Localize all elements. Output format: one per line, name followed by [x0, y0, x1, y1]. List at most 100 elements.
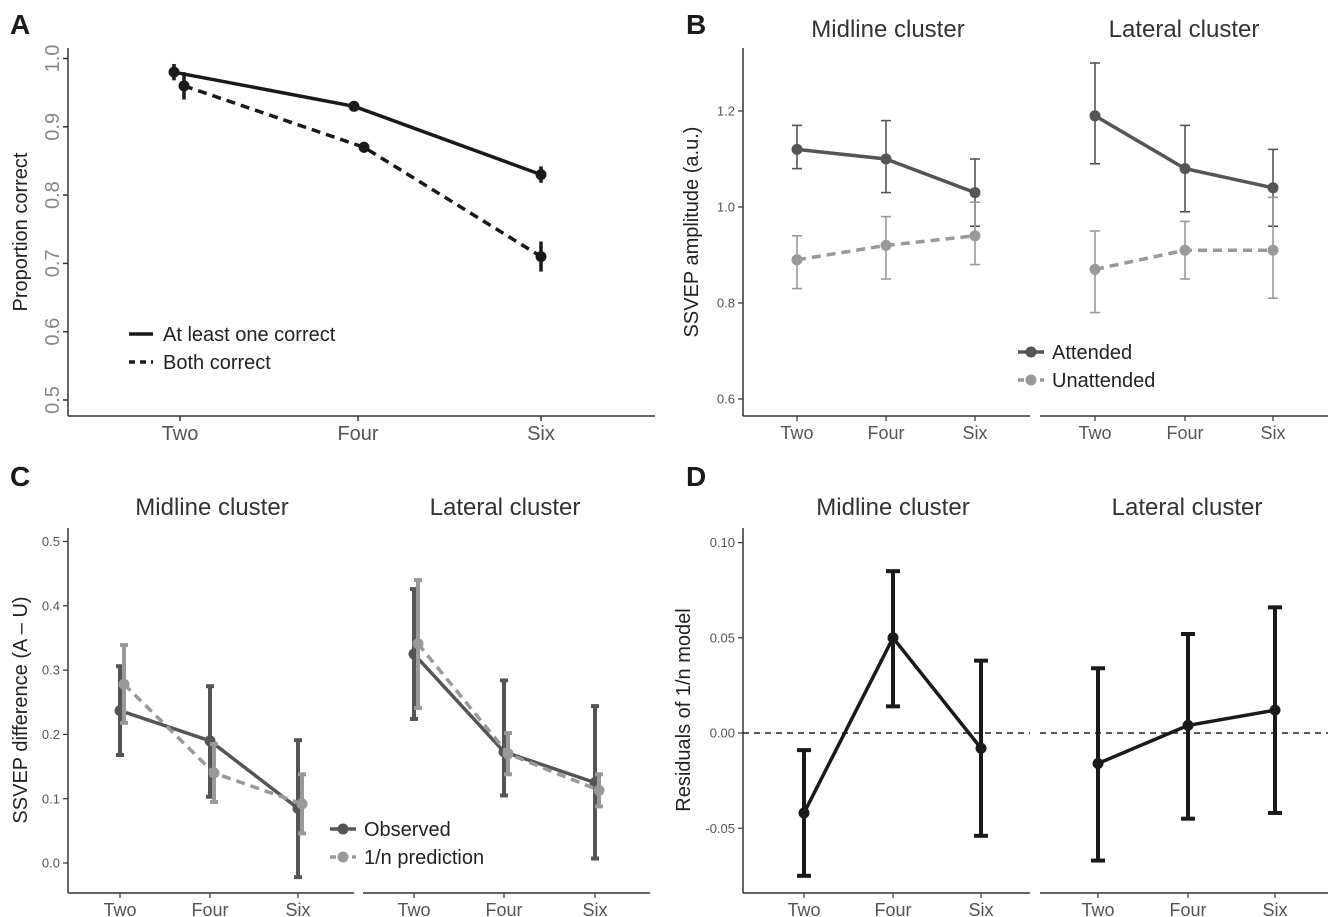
- x-tick-label: Two: [397, 900, 430, 917]
- legend-marker-1-n-prediction: [337, 851, 349, 863]
- legend-marker-attended: [1025, 346, 1037, 358]
- facet-midline-cluster: Midline cluster Two Four Six: [68, 494, 354, 917]
- facet-title: Midline cluster: [816, 494, 969, 521]
- point-at-least-one-correct: [535, 169, 547, 181]
- panel-b: B 0.6 0.8 1.0 1.2 SSVEP amplitude (a.u.) Midli…: [681, 9, 1328, 443]
- y-tick-label: 0.5: [42, 534, 60, 549]
- facet-lateral-cluster: Lateral cluster Two Four Six: [1040, 16, 1328, 443]
- x-tick-label: Six: [285, 900, 310, 917]
- point-unattended: [880, 239, 892, 251]
- panel-label-d: D: [686, 461, 706, 492]
- point-1-n-prediction: [118, 678, 130, 690]
- point-attended: [1089, 110, 1101, 122]
- point-residual: [975, 742, 987, 754]
- legend-marker-observed: [337, 823, 349, 835]
- x-tick-label: Six: [527, 423, 555, 445]
- y-tick-label: 0.6: [42, 318, 64, 346]
- facet-lateral-cluster: Lateral cluster Two Four Six: [363, 494, 650, 917]
- x-tick-label: Four: [874, 900, 911, 917]
- x-tick-label: Two: [103, 900, 136, 917]
- legend-label-1-n-prediction: 1/n prediction: [364, 847, 484, 869]
- facet-midline-cluster: Midline cluster Two Four Six: [743, 494, 1030, 917]
- x-tick-label: Four: [485, 900, 522, 917]
- point-unattended: [969, 230, 981, 242]
- y-tick-label: 0.7: [42, 249, 64, 277]
- y-tick-label: 0.9: [42, 113, 64, 141]
- point-unattended: [1267, 244, 1279, 256]
- legend-label-unattended: Unattended: [1052, 370, 1155, 392]
- point-1-n-prediction: [502, 748, 514, 760]
- y-axis-title: SSVEP difference (A – U): [10, 596, 32, 823]
- point-attended: [1179, 163, 1191, 175]
- facet-title: Lateral cluster: [1112, 494, 1263, 521]
- point-at-least-one-correct: [348, 100, 360, 112]
- facet-title: Lateral cluster: [430, 494, 581, 521]
- x-tick-label: Two: [780, 423, 813, 443]
- x-tick-label: Four: [867, 423, 904, 443]
- y-tick-label: 0.2: [42, 727, 60, 742]
- x-tick-label: Two: [1081, 900, 1114, 917]
- panel-c: C 0.0 0.1 0.2 0.3 0.4 0.5 SSVEP difference (A –…: [10, 461, 650, 917]
- x-tick-label: Six: [582, 900, 607, 917]
- x-tick-label: Two: [162, 423, 199, 445]
- x-tick-label: Four: [1166, 423, 1203, 443]
- point-unattended: [1089, 263, 1101, 275]
- y-tick-label: 0.5: [42, 386, 64, 414]
- point-residual: [798, 807, 810, 819]
- y-axis-title: SSVEP amplitude (a.u.): [681, 127, 703, 338]
- legend-label-observed: Observed: [364, 819, 451, 841]
- y-tick-label: 0.0: [42, 856, 60, 871]
- x-tick-label: Six: [968, 900, 993, 917]
- point-attended: [791, 143, 803, 155]
- y-tick-label: 0.4: [42, 598, 60, 613]
- point-both-correct: [178, 80, 190, 92]
- point-1-n-prediction: [208, 767, 220, 779]
- point-1-n-prediction: [593, 784, 605, 796]
- y-tick-label: 0.1: [42, 791, 60, 806]
- x-tick-label: Four: [1169, 900, 1206, 917]
- facet-title: Lateral cluster: [1109, 16, 1260, 43]
- x-tick-label: Six: [1260, 423, 1285, 443]
- point-residual: [1092, 757, 1104, 769]
- y-tick-label: 0.10: [710, 535, 735, 550]
- x-tick-label: Two: [1078, 423, 1111, 443]
- y-tick-label: 0.8: [42, 181, 64, 209]
- line-at-least-one-correct: [173, 70, 542, 177]
- point-both-correct: [358, 141, 370, 153]
- legend-label-attended: Attended: [1052, 342, 1132, 364]
- x-tick-label: Six: [962, 423, 987, 443]
- y-tick-label: -0.05: [705, 821, 735, 836]
- point-residual: [1269, 704, 1281, 716]
- panel-label-b: B: [686, 9, 706, 40]
- panel-a: A 0.5 0.6 0.7 0.8 0.9 1.0 Two Four Six Proportion …: [10, 9, 655, 445]
- panel-label-c: C: [10, 461, 30, 492]
- point-residual: [887, 632, 899, 644]
- point-at-least-one-correct: [168, 66, 180, 78]
- point-attended: [1267, 182, 1279, 194]
- point-attended: [969, 187, 981, 199]
- y-tick-label: 0.6: [717, 392, 735, 407]
- point-both-correct: [535, 251, 547, 263]
- point-1-n-prediction: [412, 638, 424, 650]
- line-both-correct: [183, 84, 542, 259]
- facet-title: Midline cluster: [135, 494, 288, 521]
- point-unattended: [791, 254, 803, 266]
- facet-lateral-cluster: Lateral cluster Two Four Six: [1040, 494, 1328, 917]
- point-unattended: [1179, 244, 1191, 256]
- y-tick-label: 1.0: [42, 45, 64, 73]
- facet-title: Midline cluster: [811, 16, 964, 43]
- y-tick-label: 1.0: [717, 200, 735, 215]
- line-attended: [1094, 114, 1274, 190]
- x-tick-label: Six: [1262, 900, 1287, 917]
- point-1-n-prediction: [296, 798, 308, 810]
- y-tick-label: 0.8: [717, 296, 735, 311]
- x-tick-label: Four: [191, 900, 228, 917]
- y-axis-title: Proportion correct: [10, 152, 32, 311]
- point-residual: [1182, 719, 1194, 731]
- legend-marker-unattended: [1025, 374, 1037, 386]
- panel-d: D -0.05 0.00 0.05 0.10 Residuals of 1/n model…: [673, 461, 1328, 917]
- x-tick-label: Four: [337, 423, 378, 445]
- x-tick-label: Two: [787, 900, 820, 917]
- y-tick-label: 0.05: [710, 630, 735, 645]
- panel-label-a: A: [10, 9, 30, 40]
